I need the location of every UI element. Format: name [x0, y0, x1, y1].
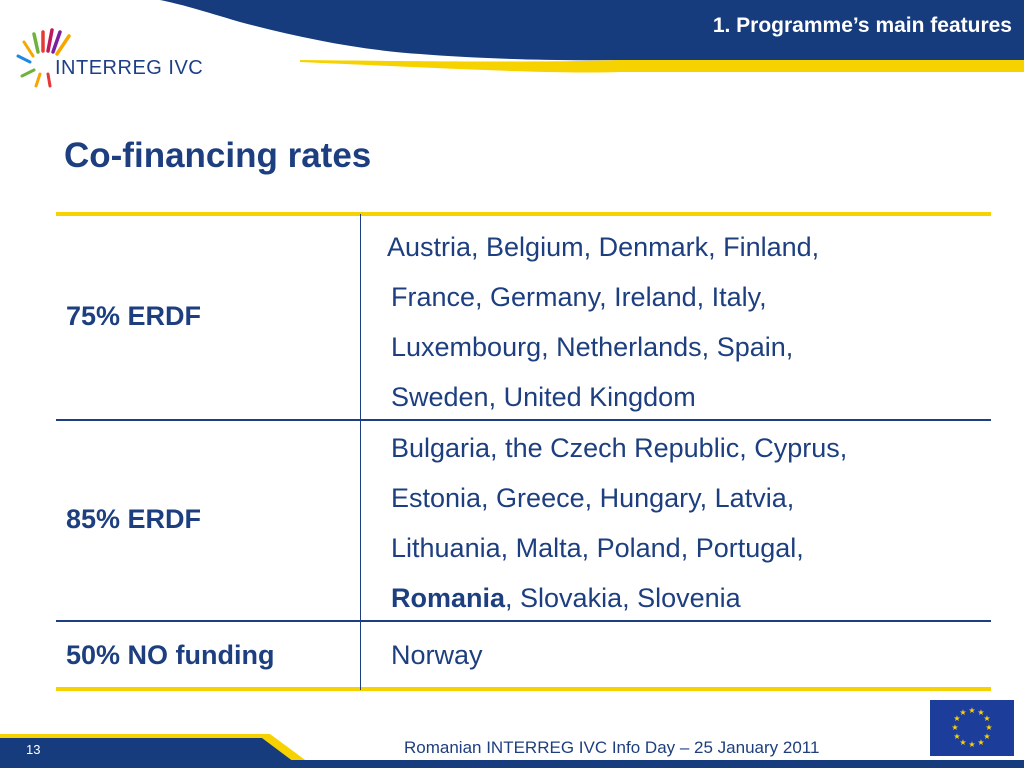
- countries-cell: Bulgaria, the Czech Republic, Cyprus, Es…: [360, 419, 991, 620]
- countries-cell: Austria, Belgium, Denmark, Finland, Fran…: [360, 214, 991, 419]
- svg-text:★: ★: [977, 708, 984, 717]
- svg-text:★: ★: [953, 714, 960, 723]
- svg-text:★: ★: [959, 708, 966, 717]
- countries-cell: Norway: [360, 620, 991, 690]
- svg-text:★: ★: [968, 740, 975, 749]
- slide-title: Co-financing rates: [64, 136, 372, 175]
- country-line: Luxembourg, Netherlands, Spain,: [391, 332, 794, 362]
- table-top-rule: [56, 212, 991, 216]
- svg-text:★: ★: [985, 723, 992, 732]
- svg-text:★: ★: [953, 732, 960, 741]
- svg-text:★: ★: [959, 738, 966, 747]
- country-line: Lithuania, Malta, Poland, Portugal,: [391, 533, 804, 563]
- country-line: Estonia, Greece, Hungary, Latvia,: [391, 483, 795, 513]
- highlighted-country: Romania: [391, 583, 506, 613]
- table-bottom-rule: [56, 687, 991, 691]
- table-row: 75% ERDF Austria, Belgium, Denmark, Finl…: [56, 214, 991, 419]
- svg-text:★: ★: [983, 732, 990, 741]
- footer-band: [0, 734, 1024, 768]
- interreg-logo-icon: [16, 28, 71, 88]
- rate-cell: 75% ERDF: [66, 301, 202, 331]
- cofinancing-table: 75% ERDF Austria, Belgium, Denmark, Finl…: [56, 214, 991, 690]
- header-band: [160, 0, 1024, 73]
- country-line: Sweden, United Kingdom: [391, 382, 696, 412]
- svg-text:★: ★: [951, 723, 958, 732]
- country-line: Romania, Slovakia, Slovenia: [391, 573, 991, 623]
- rate-cell: 85% ERDF: [66, 504, 202, 534]
- country-line: Austria, Belgium, Denmark, Finland,: [387, 232, 820, 262]
- rate-cell: 50% NO funding: [66, 639, 275, 670]
- eu-flag-icon: ★ ★ ★ ★ ★ ★ ★ ★ ★ ★ ★ ★: [930, 700, 1014, 756]
- row-divider: [56, 419, 991, 421]
- country-line: France, Germany, Ireland, Italy,: [391, 282, 767, 312]
- table-row: 85% ERDF Bulgaria, the Czech Republic, C…: [56, 419, 991, 620]
- svg-text:★: ★: [977, 738, 984, 747]
- footer-text: Romanian INTERREG IVC Info Day – 25 Janu…: [404, 738, 820, 757]
- svg-text:★: ★: [968, 706, 975, 715]
- table-row: 50% NO funding Norway: [56, 620, 991, 690]
- section-title: 1. Programme’s main features: [712, 14, 1012, 37]
- country-line: Bulgaria, the Czech Republic, Cyprus,: [391, 433, 848, 463]
- row-divider: [56, 620, 991, 622]
- country-line-rest: , Slovakia, Slovenia: [505, 583, 741, 613]
- logo-text: INTERREG IVC: [55, 57, 204, 79]
- page-number: 13: [26, 742, 41, 757]
- country-line: Norway: [391, 640, 483, 670]
- svg-text:★: ★: [983, 714, 990, 723]
